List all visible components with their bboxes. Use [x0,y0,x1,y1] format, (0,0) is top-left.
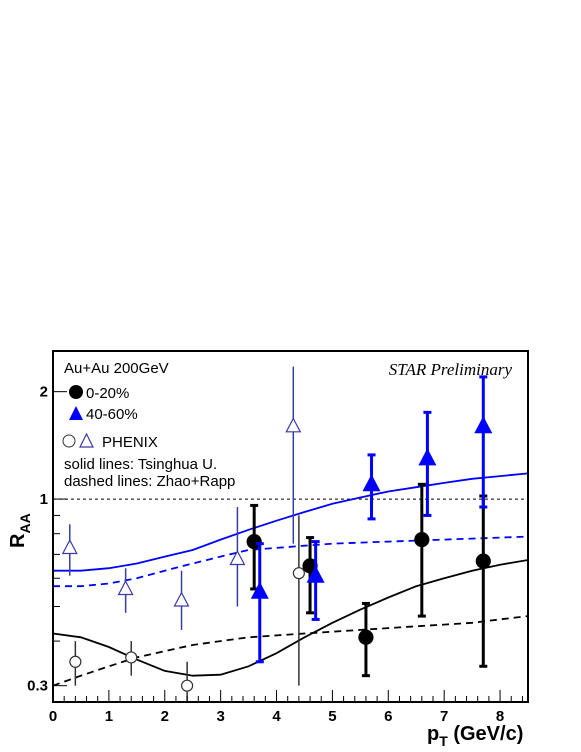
star-preliminary-label: STAR Preliminary [389,360,513,379]
model-curve-solid-blue [53,472,529,572]
legend-open-triangle-icon [79,432,94,448]
x-tick-label: 3 [216,708,224,725]
legend-note-solid: solid lines: Tsinghua U. [64,456,217,473]
data-point-filled-triangle [418,448,437,466]
model-curve-dashed-black [52,615,529,687]
data-point-open-triangle [229,549,246,566]
plot-frame [52,350,529,703]
data-point-open-triangle [173,591,190,607]
y-tick-label: 1 [40,491,48,508]
y-tick-label: 2 [40,384,48,401]
x-tick-label: 8 [496,708,504,725]
y-axis-title: RAA [7,513,33,548]
data-point-filled-triangle [250,581,269,599]
data-point-filled-circle [414,531,430,548]
axes: 0 1 2 3 4 5 6 7 8 0.3 1 2 [27,384,523,725]
x-axis-title: pT (GeV/c) [427,723,523,749]
data-point-open-triangle [117,579,134,596]
data-point-open-triangle [61,538,78,555]
data-point-filled-triangle [362,474,381,492]
data-point-open-triangle [285,417,302,433]
x-tick-label: 7 [440,708,448,725]
data-point-open-circle [292,567,305,580]
legend-filled-triangle-icon [69,406,83,420]
x-tick-label: 5 [328,708,336,725]
x-tick-label: 0 [49,708,57,725]
legend: 0-20% 40-60% PHENIX solid lines: Tsinghu… [62,385,235,490]
data-point-filled-triangle [474,416,493,434]
system-label: Au+Au 200GeV [64,360,169,377]
plot-content [52,366,529,702]
data-point-filled-circle [358,629,374,645]
model-curve-solid-black [52,559,529,677]
data-point-open-circle [181,679,194,692]
data-point-filled-circle [475,553,491,569]
data-point-open-circle [125,651,138,664]
legend-filled-circle-icon [69,385,83,399]
x-tick-label: 1 [105,708,113,725]
legend-open-circle-icon [62,434,76,448]
y-tick-label: 0.3 [27,678,48,695]
legend-label-central: 0-20% [86,385,129,402]
x-tick-label: 2 [161,708,169,725]
model-curve-dashed-blue [53,535,529,588]
data-point-open-circle [69,655,82,668]
x-tick-label: 4 [272,708,281,725]
data-point-filled-triangle [306,565,325,583]
legend-label-phenix: PHENIX [102,434,158,451]
legend-label-peripheral: 40-60% [86,406,138,423]
legend-note-dashed: dashed lines: Zhao+Rapp [64,473,235,490]
x-tick-label: 6 [384,708,392,725]
